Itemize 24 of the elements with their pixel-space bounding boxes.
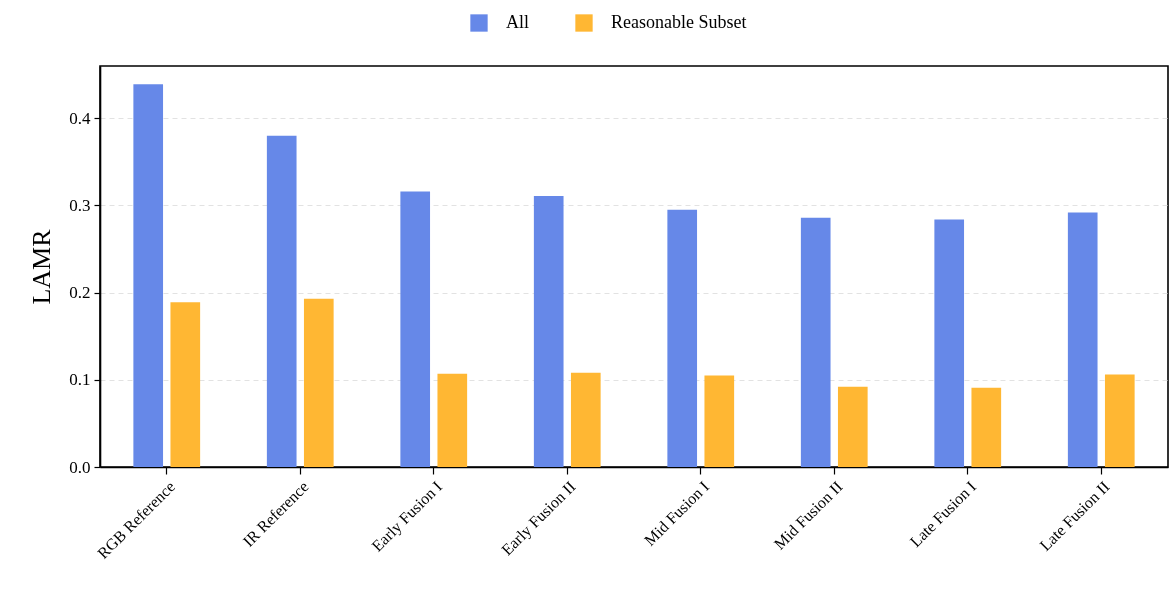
bar (837, 386, 868, 467)
bar (170, 302, 201, 467)
y-axis-title: LAMR (27, 228, 57, 305)
bar (266, 135, 297, 467)
bar (437, 373, 468, 467)
bar (570, 372, 601, 467)
y-tick-label: 0.4 (69, 108, 91, 128)
bar (1104, 374, 1135, 467)
legend-label: All (506, 12, 530, 32)
bar (533, 195, 564, 467)
bar (133, 84, 164, 467)
bar (934, 219, 965, 467)
bar (400, 191, 431, 467)
bar (704, 375, 735, 467)
y-tick-label: 0.0 (69, 457, 91, 477)
bar (667, 209, 698, 467)
y-tick-label: 0.1 (69, 370, 91, 390)
bar (1067, 212, 1098, 467)
y-tick-label: 0.2 (69, 283, 91, 303)
bar (303, 298, 334, 467)
legend-label: Reasonable Subset (611, 12, 747, 32)
bar (971, 387, 1002, 467)
bar (800, 217, 831, 467)
y-tick-label: 0.3 (69, 195, 91, 215)
